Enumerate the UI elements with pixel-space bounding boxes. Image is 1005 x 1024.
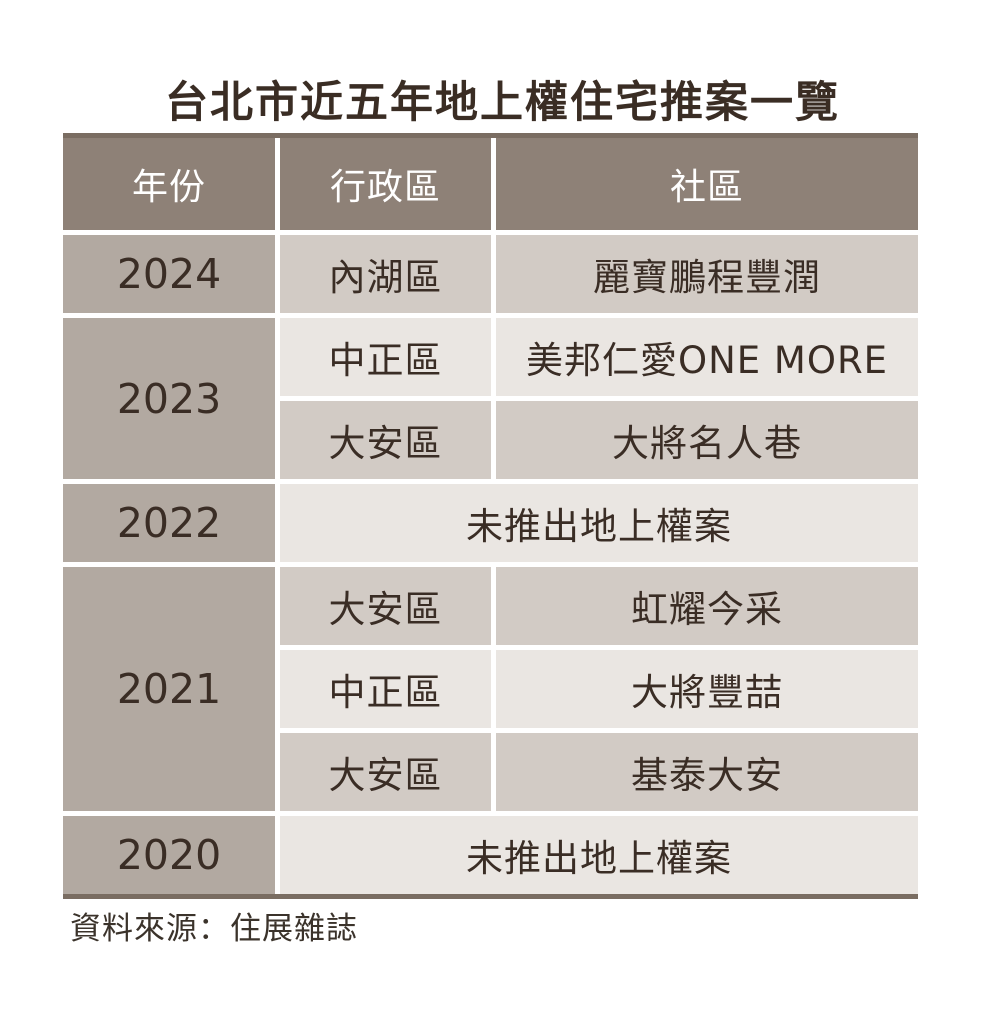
district-cell-2021-3: 大安區	[280, 733, 491, 811]
community-cell-2024-1: 麗寶鵬程豐潤	[496, 235, 918, 313]
district-cell-2023-2: 大安區	[280, 401, 491, 479]
source-note: 資料來源：住展雜誌	[70, 911, 358, 947]
year-cell-2024: 2024	[63, 235, 275, 313]
column-header-district: 行政區	[280, 138, 491, 230]
column-header-year: 年份	[63, 138, 275, 230]
year-cell-2021: 2021	[63, 567, 275, 811]
district-cell-2024-1: 內湖區	[280, 235, 491, 313]
no-project-cell-2020: 未推出地上權案	[280, 816, 918, 894]
page-title: 台北市近五年地上權住宅推案一覽	[165, 78, 840, 128]
community-cell-2021-2: 大將豐喆	[496, 650, 918, 728]
column-header-community: 社區	[496, 138, 918, 230]
community-cell-2023-2: 大將名人巷	[496, 401, 918, 479]
community-cell-2021-3: 基泰大安	[496, 733, 918, 811]
community-cell-2023-1: 美邦仁愛ONE MORE	[496, 318, 918, 396]
year-cell-2023: 2023	[63, 318, 275, 479]
year-cell-2022: 2022	[63, 484, 275, 562]
district-cell-2023-1: 中正區	[280, 318, 491, 396]
no-project-cell-2022: 未推出地上權案	[280, 484, 918, 562]
community-cell-2021-1: 虹耀今采	[496, 567, 918, 645]
district-cell-2021-1: 大安區	[280, 567, 491, 645]
district-cell-2021-2: 中正區	[280, 650, 491, 728]
surface-rights-projects-table: 年份 行政區 社區 2024 內湖區 麗寶鵬程豐潤 2023 中正區 美邦仁愛O…	[63, 133, 918, 899]
year-cell-2020: 2020	[63, 816, 275, 894]
